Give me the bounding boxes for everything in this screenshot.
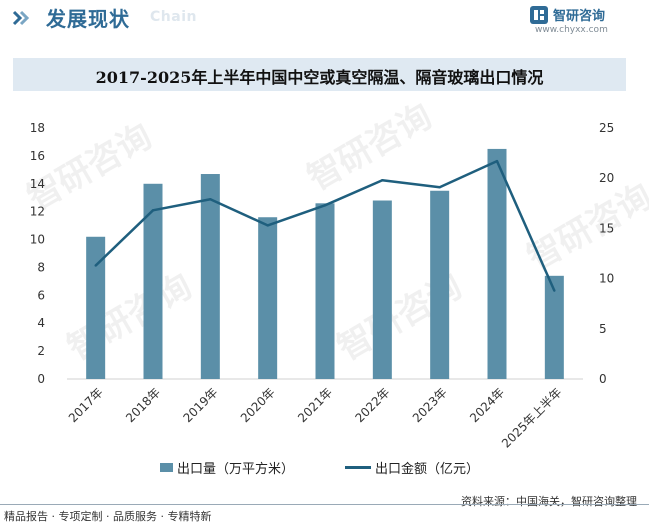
bar — [143, 183, 163, 379]
line-point — [438, 186, 441, 189]
legend-bar-swatch — [160, 463, 173, 472]
bar — [315, 203, 335, 379]
y-right-tick-label: 10 — [599, 272, 614, 286]
bar — [487, 148, 507, 379]
bar — [372, 200, 392, 379]
footer-divider — [0, 504, 649, 505]
bar — [544, 275, 564, 379]
y-left-tick-label: 14 — [30, 177, 45, 191]
brand: 智研咨询 www.chyxx.com — [529, 3, 641, 39]
x-tick-label: 2025年上半年 — [499, 385, 564, 450]
line-point — [495, 159, 499, 163]
line-point — [266, 224, 269, 227]
y-left-tick-label: 8 — [37, 260, 45, 274]
brand-name: 智研咨询 — [553, 9, 606, 24]
line-point — [381, 179, 384, 182]
bar — [258, 217, 278, 379]
line-point — [553, 289, 556, 292]
x-tick-label: 2020年 — [238, 385, 278, 425]
y-right-tick-label: 15 — [599, 221, 614, 235]
y-left-tick-label: 6 — [37, 288, 45, 302]
legend: 出口量（万平方米） 出口金额（亿元） — [0, 458, 649, 478]
legend-label-volume: 出口量（万平方米） — [177, 462, 295, 477]
bar — [430, 190, 450, 379]
legend-line-swatch — [345, 466, 371, 469]
page-header: 发展现状 Chain 智研咨询 www.chyxx.com — [0, 0, 649, 44]
y-left-tick-label: 18 — [30, 121, 45, 135]
y-right-tick-label: 25 — [599, 121, 614, 135]
line-point — [209, 198, 212, 201]
y-left-tick-label: 10 — [30, 233, 45, 247]
chart-title: 2017-2025年上半年中国中空或真空隔温、隔音玻璃出口情况 — [95, 68, 544, 87]
y-left-tick-label: 0 — [37, 372, 45, 386]
legend-label-value: 出口金额（亿元） — [375, 462, 480, 477]
y-right-tick-label: 20 — [599, 171, 614, 185]
y-left-tick-label: 16 — [30, 149, 45, 163]
y-right-tick-label: 0 — [599, 372, 607, 386]
x-tick-label: 2018年 — [123, 385, 163, 425]
y-right-tick-label: 5 — [599, 322, 607, 336]
chart-title-bar: 2017-2025年上半年中国中空或真空隔温、隔音玻璃出口情况 — [13, 58, 626, 91]
legend-item-value: 出口金额（亿元） — [345, 458, 479, 477]
source-note: 资料来源：中国海关，智研咨询整理 — [461, 495, 637, 508]
x-tick-label: 2019年 — [180, 385, 220, 425]
x-tick-label: 2022年 — [352, 385, 392, 425]
page-subtitle: Chain — [150, 9, 197, 25]
y-left-tick-label: 4 — [37, 316, 45, 330]
bar — [200, 174, 220, 379]
double-chevron-icon — [12, 10, 30, 26]
bar — [86, 236, 106, 379]
brand-logo-icon — [530, 6, 548, 24]
x-tick-label: 2017年 — [66, 385, 106, 425]
x-tick-label: 2023年 — [410, 385, 450, 425]
brand-url: www.chyxx.com — [535, 25, 608, 35]
line-point — [323, 204, 327, 207]
legend-item-volume: 出口量（万平方米） — [160, 458, 294, 477]
x-tick-label: 2021年 — [295, 385, 335, 425]
y-left-tick-label: 2 — [37, 344, 45, 358]
y-left-tick-label: 12 — [30, 205, 45, 219]
x-tick-label: 2024年 — [467, 385, 507, 425]
line-point — [94, 264, 97, 267]
line-point — [151, 209, 155, 212]
page-title: 发展现状 — [46, 7, 130, 31]
footer-tagline: 精品报告 · 专项定制 · 品质服务 · 专精特新 — [4, 510, 212, 523]
